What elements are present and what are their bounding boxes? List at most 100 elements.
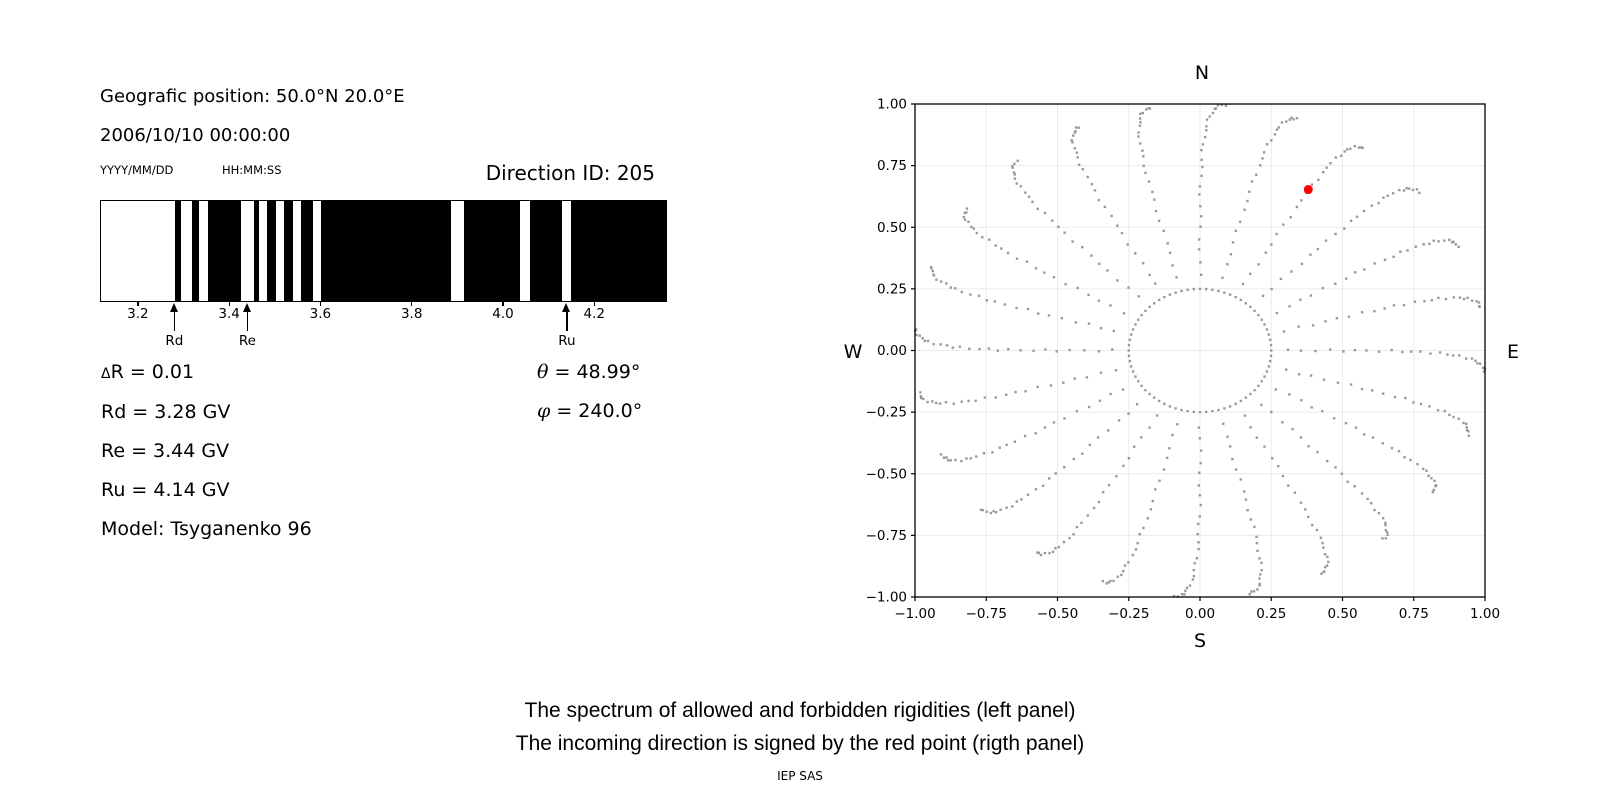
direction-dot [1310, 523, 1314, 527]
direction-dot [958, 345, 962, 348]
direction-dot [1323, 553, 1327, 556]
direction-dot [960, 459, 963, 463]
direction-dot [1422, 243, 1425, 246]
spectrum-tick [593, 302, 595, 306]
direction-dot [1334, 232, 1337, 236]
ring-dot [1168, 293, 1172, 296]
direction-dot [1139, 121, 1142, 124]
direction-dot [1081, 452, 1084, 455]
direction-dot [1321, 286, 1325, 290]
direction-dot [1467, 430, 1470, 433]
direction-dot [1309, 294, 1313, 297]
direction-dot [969, 293, 972, 296]
direction-dot [1184, 589, 1187, 593]
y-tick-label: 0.00 [877, 343, 907, 359]
direction-dot [1428, 242, 1431, 246]
cutoff-arrow-label: Re [238, 333, 256, 349]
direction-dot [1034, 488, 1038, 491]
direction-dot [1090, 183, 1094, 186]
direction-dot [1087, 293, 1090, 297]
direction-dot [1142, 164, 1145, 168]
direction-dot [1139, 142, 1142, 145]
direction-dot [1098, 399, 1102, 402]
direction-dot [1148, 273, 1151, 277]
direction-dot [1277, 464, 1280, 468]
direction-dot [1416, 462, 1419, 466]
geo-position-text: Geografic position: 50.0°N 20.0°E [100, 86, 405, 107]
direction-dot [954, 458, 957, 462]
ring-dot [1257, 384, 1260, 388]
direction-dot [1334, 156, 1338, 159]
direction-dot [1258, 557, 1261, 560]
direction-dot [1393, 395, 1397, 399]
direction-dot [1034, 267, 1038, 270]
direction-dot [1220, 103, 1224, 107]
datetime-text: 2006/10/10 00:00:00 [100, 125, 291, 146]
direction-dot [1320, 572, 1323, 575]
ring-dot [1153, 302, 1156, 305]
direction-dot [1323, 565, 1327, 569]
direction-dot [1015, 306, 1018, 310]
direction-dot [1191, 578, 1195, 581]
direction-dot [1307, 445, 1310, 448]
direction-dot [1073, 377, 1076, 380]
direction-dot [1250, 180, 1254, 183]
cutoff-arrow-stem [246, 311, 249, 331]
ring-dot [1265, 370, 1269, 373]
ring-dot [1205, 287, 1208, 291]
direction-dot [1270, 243, 1273, 246]
direction-dot [1151, 499, 1154, 503]
forbidden-rigidity-band [451, 201, 464, 301]
direction-dot [1072, 457, 1075, 461]
direction-dot [1051, 550, 1055, 554]
direction-dot [1275, 311, 1279, 315]
direction-dot [1090, 254, 1093, 257]
direction-dot [1133, 445, 1136, 448]
direction-dot [1342, 350, 1345, 353]
direction-dot [1043, 211, 1047, 215]
direction-dot [1377, 350, 1381, 353]
direction-dot [1297, 325, 1300, 328]
direction-dot [1334, 282, 1337, 285]
ring-dot [1144, 309, 1147, 313]
direction-dot [1070, 138, 1073, 142]
direction-dot [1248, 190, 1251, 193]
direction-dot [1344, 277, 1348, 280]
direction-dot [1316, 450, 1319, 454]
direction-dot [1211, 111, 1215, 115]
direction-dot [1322, 570, 1325, 574]
direction-dot [1102, 490, 1105, 494]
direction-dot [1234, 229, 1238, 233]
direction-dot [1011, 505, 1014, 508]
direction-dot [1384, 521, 1387, 525]
direction-dot [945, 456, 948, 459]
direction-dot [1011, 165, 1014, 168]
direction-dot [1224, 104, 1228, 107]
direction-dot [1357, 146, 1361, 149]
ring-dot [1217, 289, 1220, 293]
direction-dot [1241, 282, 1245, 286]
direction-dot [964, 218, 967, 221]
direction-dot [1138, 532, 1141, 536]
direction-dot [1200, 158, 1203, 161]
direction-dot [1390, 446, 1394, 450]
direction-dot [1370, 389, 1374, 392]
direction-dot [1259, 573, 1262, 576]
ring-dot [1134, 375, 1137, 378]
direction-dot [1321, 541, 1324, 545]
direction-dot [942, 456, 946, 459]
ring-dot [1244, 302, 1247, 305]
direction-dot [1196, 532, 1199, 536]
direction-dot [1385, 530, 1389, 534]
direction-dot [975, 231, 979, 235]
direction-dot [1168, 447, 1171, 450]
direction-dot [1037, 312, 1040, 315]
direction-dot [1297, 373, 1301, 376]
direction-dot [1428, 405, 1431, 408]
direction-dot [945, 344, 949, 347]
direction-dot [1430, 299, 1433, 302]
direction-dot [1277, 126, 1280, 129]
direction-dot [1081, 245, 1084, 249]
direction-dot [1275, 128, 1279, 131]
direction-dot [1015, 257, 1019, 260]
